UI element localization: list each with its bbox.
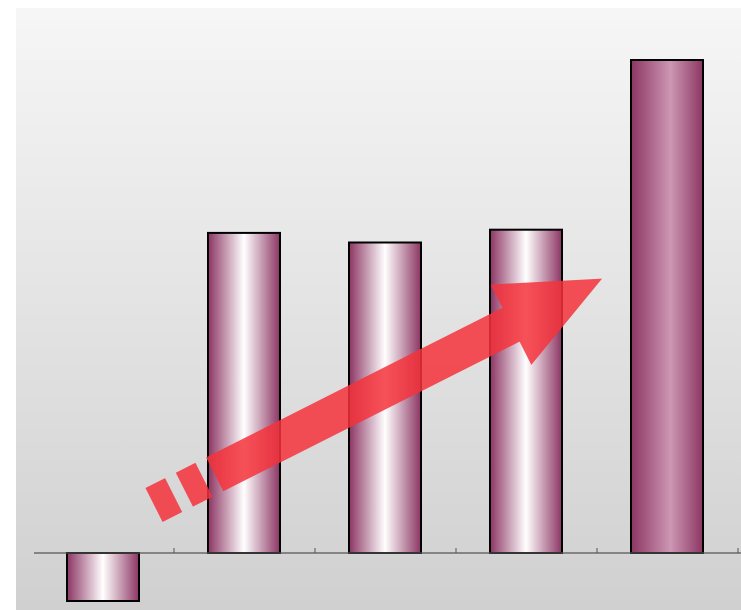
trend-arrow-dash-1	[145, 478, 183, 522]
trend-arrow-group	[145, 278, 603, 522]
bars-layer	[66, 59, 704, 602]
bar-1	[66, 552, 140, 602]
x-axis	[34, 548, 741, 554]
bar-2	[207, 231, 281, 554]
trend-arrow-shaft	[206, 278, 603, 492]
trend-arrow	[145, 278, 603, 522]
trend-arrow-dash-2	[175, 462, 213, 507]
bar-4	[489, 228, 563, 554]
bar-5	[630, 59, 704, 554]
